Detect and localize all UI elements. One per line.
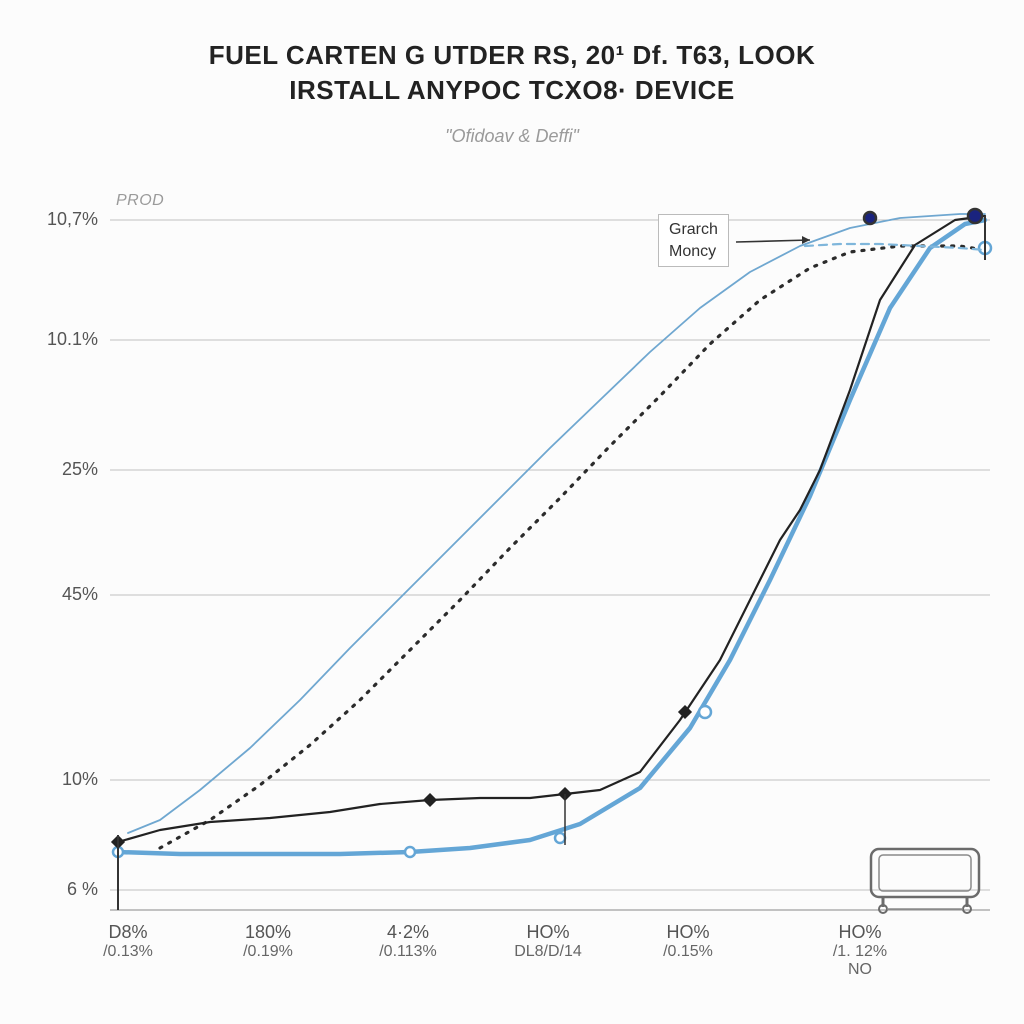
tooltip-line-1: Grarch xyxy=(669,219,718,241)
y-tick-label: 25% xyxy=(62,459,98,480)
x-tick-label: HO%DL8/D/14 xyxy=(503,922,593,961)
y-tick-label: 45% xyxy=(62,584,98,605)
x-tick-label: D8%/0.13% xyxy=(83,922,173,961)
chart-tooltip: Grarch Moncy xyxy=(658,214,729,267)
device-icon xyxy=(865,845,985,917)
chart-container: { "title": { "line1": "FUEL CARTEN G UTD… xyxy=(0,0,1024,1024)
y-tick-label: 10% xyxy=(62,769,98,790)
x-tick-label: 180%/0.19% xyxy=(223,922,313,961)
tooltip-line-2: Moncy xyxy=(669,241,718,263)
x-tick-label: HO%/0.15% xyxy=(643,922,733,961)
y-tick-label: 6 % xyxy=(67,879,98,900)
y-tick-label: 10.1% xyxy=(47,329,98,350)
y-tick-label: 10,7% xyxy=(47,209,98,230)
x-tick-label: HO%/1. 12%NO xyxy=(815,922,905,979)
x-tick-label: 4·2%/0.113% xyxy=(363,922,453,961)
